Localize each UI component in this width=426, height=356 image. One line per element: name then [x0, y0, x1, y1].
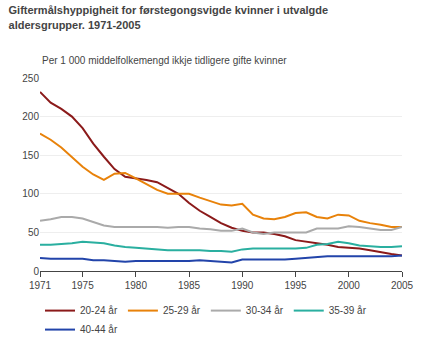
svg-text:25-29 år: 25-29 år — [163, 305, 201, 316]
svg-text:Giftermålshyppigheit for først: Giftermålshyppigheit for førstegongsvigd… — [9, 4, 329, 30]
svg-text:30-34 år: 30-34 år — [246, 305, 284, 316]
svg-text:1995: 1995 — [284, 280, 307, 291]
svg-text:35-39 år: 35-39 år — [329, 305, 367, 316]
svg-text:1990: 1990 — [231, 280, 254, 291]
svg-text:Per 1 000 middelfolkemengd ikk: Per 1 000 middelfolkemengd ikkje tidlige… — [42, 55, 287, 66]
svg-text:250: 250 — [22, 73, 39, 84]
svg-text:50: 50 — [28, 227, 40, 238]
svg-text:100: 100 — [22, 188, 39, 199]
svg-text:1985: 1985 — [178, 280, 201, 291]
svg-text:20-24 år: 20-24 år — [80, 305, 118, 316]
svg-text:40-44 år: 40-44 år — [80, 324, 118, 335]
svg-text:0: 0 — [33, 266, 39, 277]
svg-text:1971: 1971 — [29, 280, 52, 291]
svg-text:1980: 1980 — [125, 280, 148, 291]
svg-text:1975: 1975 — [71, 280, 94, 291]
svg-text:2000: 2000 — [338, 280, 361, 291]
svg-text:150: 150 — [22, 150, 39, 161]
svg-text:200: 200 — [22, 111, 39, 122]
svg-text:2005: 2005 — [391, 280, 414, 291]
